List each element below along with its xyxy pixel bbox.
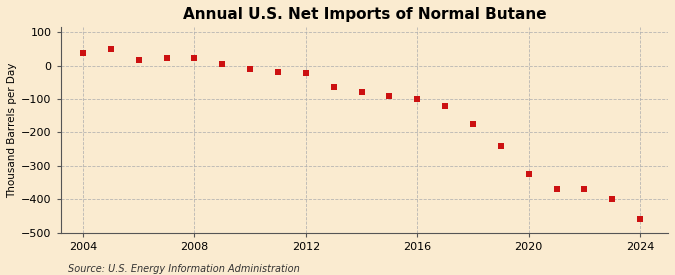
Point	[161, 56, 172, 60]
Point	[551, 187, 562, 191]
Point	[384, 94, 395, 98]
Point	[245, 67, 256, 71]
Point	[105, 47, 116, 51]
Point	[300, 71, 311, 75]
Point	[217, 62, 227, 66]
Point	[579, 187, 590, 191]
Point	[523, 172, 534, 176]
Point	[468, 122, 479, 126]
Point	[273, 70, 284, 74]
Point	[133, 57, 144, 62]
Y-axis label: Thousand Barrels per Day: Thousand Barrels per Day	[7, 62, 17, 198]
Point	[495, 144, 506, 148]
Text: Source: U.S. Energy Information Administration: Source: U.S. Energy Information Administ…	[68, 264, 299, 274]
Point	[412, 97, 423, 101]
Point	[189, 56, 200, 60]
Title: Annual U.S. Net Imports of Normal Butane: Annual U.S. Net Imports of Normal Butane	[182, 7, 546, 22]
Point	[78, 51, 88, 55]
Point	[439, 103, 450, 108]
Point	[356, 90, 367, 95]
Point	[634, 217, 645, 221]
Point	[607, 197, 618, 201]
Point	[328, 85, 339, 90]
Point	[50, 61, 61, 65]
